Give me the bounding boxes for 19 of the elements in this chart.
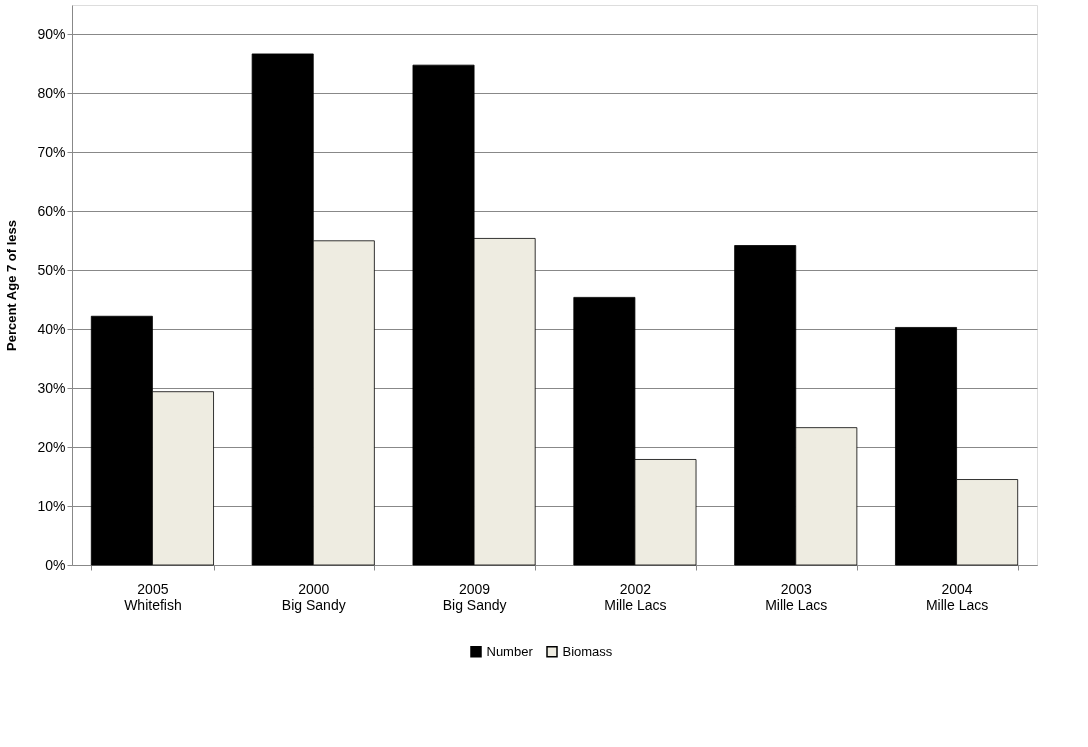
y-tick-label: 70% <box>37 143 66 160</box>
y-tick-label: 10% <box>37 497 66 514</box>
y-tick-label: 30% <box>37 379 66 396</box>
x-tick-label: 2009 Big Sandy <box>442 580 507 613</box>
x-tick-label: 2002 Mille Lacs <box>604 580 667 613</box>
x-tick-label: 2005 Whitefish <box>124 580 182 613</box>
x-tick-label: 2003 Mille Lacs <box>765 580 828 613</box>
y-tick-label: 60% <box>37 202 66 219</box>
x-tick-label: 2000 Big Sandy <box>281 580 346 613</box>
y-tick-label: 40% <box>37 320 66 337</box>
y-axis-title: Percent Age 7 of less <box>4 219 20 352</box>
y-tick-label: 20% <box>37 438 66 455</box>
legend-label: Number <box>486 643 534 659</box>
y-tick-label: 50% <box>37 261 66 278</box>
y-tick-label: 90% <box>37 25 66 42</box>
legend-label: Biomass <box>562 643 613 659</box>
y-tick-label: 0% <box>45 556 66 573</box>
y-tick-label: 80% <box>37 84 66 101</box>
x-tick-label: 2004 Mille Lacs <box>925 580 989 613</box>
